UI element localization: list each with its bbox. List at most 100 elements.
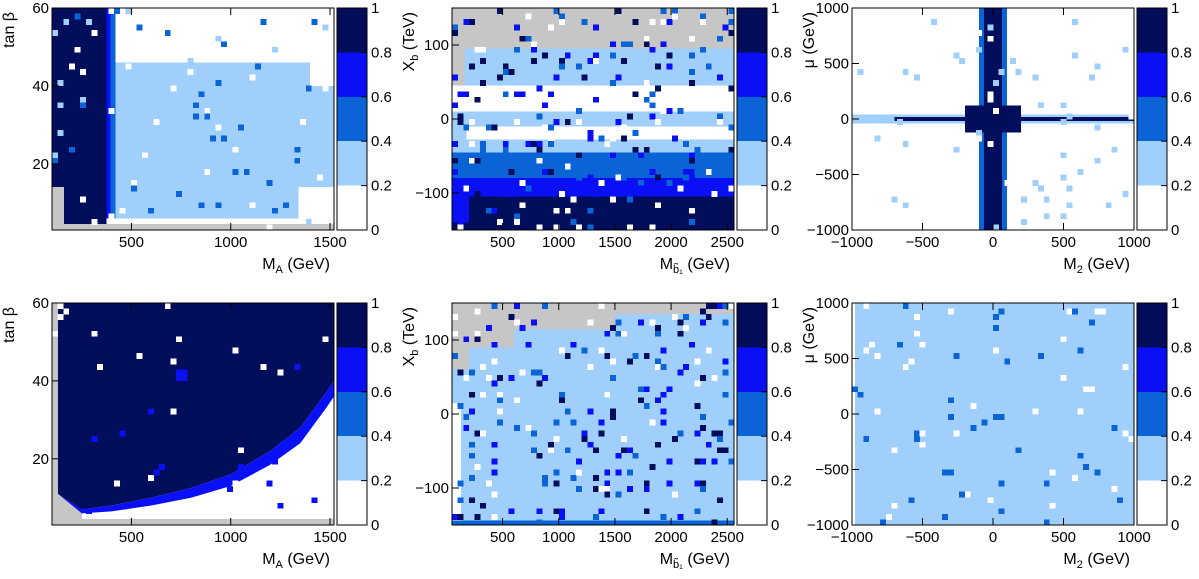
chart-top-left-x-tick-label: 500 [119, 234, 144, 251]
chart-top-right-x-tick-label: 1000 [1117, 234, 1150, 251]
chart-top-left-colorbar: 0 0.2 0.4 0.6 0.8 1 [336, 0, 392, 239]
chart-top-left-colorbar-bin-0 [337, 185, 367, 230]
chart-top-left-frame [51, 7, 335, 231]
chart-top-middle-x-tick-label: 500 [490, 234, 515, 251]
chart-top-left-colorbar-frame [336, 7, 368, 231]
chart-bottom-left-colorbar-bin-0 [337, 480, 367, 525]
chart-bottom-middle-x-label: Mb̃₁ (GeV) [660, 551, 730, 571]
chart-bottom-middle-y-tick-label: 0 [441, 406, 449, 423]
chart-bottom-middle-region-5 [452, 406, 461, 525]
chart-top-right-colorbar-frame [1136, 7, 1168, 231]
chart-bottom-right-y-tick-label: −1000 [807, 517, 849, 534]
chart-top-right-colorbar-tick-label: 0.8 [1171, 44, 1192, 61]
chart-bottom-right-bin-speckle [852, 303, 1134, 525]
chart-bottom-right-y-axis: −1000 −500 0 500 1000 [807, 295, 859, 534]
chart-top-left-colorbar-tick-label: 1 [371, 0, 379, 17]
chart-top-left-colorbar-tick-label: 0 [371, 222, 379, 239]
chart-bottom-right-y-tick-label: 0 [841, 406, 849, 423]
chart-top-right: −1000 −500 0 500 1000 −1000 −500 0 500 1000 M2 (Ge… [801, 0, 1192, 276]
chart-top-left-y-label: tan β [1, 12, 18, 48]
chart-bottom-left-x-label: MA (GeV) [262, 551, 330, 571]
chart-top-middle-x-tick-label: 2500 [711, 234, 744, 251]
chart-bottom-middle-region-2 [468, 347, 734, 370]
chart-top-middle-x-axis: 500 1000 1500 2000 2500 [490, 8, 744, 251]
chart-bottom-middle-colorbar-bin-2 [737, 391, 767, 437]
chart-top-right-colorbar-bin-0 [1137, 185, 1167, 230]
chart-bottom-right-colorbar-tick-label: 0.4 [1171, 428, 1192, 445]
chart-bottom-middle-colorbar-tick-label: 0 [771, 517, 779, 534]
chart-bottom-left-region-3 [52, 303, 58, 487]
chart-top-right-y-tick-label: 500 [824, 56, 849, 73]
chart-top-left-region-4 [63, 8, 107, 225]
chart-top-middle-plot-area [452, 8, 734, 230]
chart-bottom-right-x-tick-label: −500 [906, 529, 940, 546]
chart-bottom-right-colorbar-frame [1136, 302, 1168, 526]
chart-top-middle-bin-speckle [452, 8, 734, 230]
chart-bottom-right-x-tick-label: 500 [1051, 529, 1076, 546]
chart-bottom-right-colorbar-bin-3 [1137, 347, 1167, 392]
chart-bottom-left-colorbar-bin-1 [337, 436, 367, 481]
chart-top-middle-y-tick-label: −100 [415, 185, 449, 202]
chart-top-middle-y-axis: −100 0 100 [415, 37, 459, 202]
chart-top-right-x-tick-label: 500 [1051, 234, 1076, 251]
chart-top-left-y-tick-label: 40 [32, 78, 49, 95]
chart-top-middle-colorbar-bin-1 [737, 141, 767, 186]
chart-top-right-y-tick-label: −1000 [807, 222, 849, 239]
chart-top-middle-y-tick-label: 100 [424, 37, 449, 54]
chart-bottom-left-high-region [57, 303, 334, 510]
chart-top-right-colorbar-bin-4 [1137, 8, 1167, 53]
chart-top-left-region-2 [52, 224, 334, 230]
chart-top-right-bin-speckle [852, 19, 1134, 230]
chart-bottom-middle-colorbar-bin-4 [737, 303, 767, 348]
chart-bottom-left-x-axis: 500 1000 1500 [119, 303, 347, 546]
chart-top-left-region-1 [52, 187, 66, 230]
chart-bottom-right-colorbar-bin-1 [1137, 436, 1167, 481]
chart-bottom-right-x-tick-label: 1000 [1117, 529, 1150, 546]
chart-top-left-x-axis: 500 1000 1500 [119, 8, 347, 251]
chart-top-right-colorbar-bin-3 [1137, 52, 1167, 97]
chart-bottom-right-y-tick-label: 500 [824, 351, 849, 368]
chart-top-left-region-10 [298, 187, 334, 219]
chart-top-middle-colorbar-tick-label: 0.4 [771, 133, 792, 150]
chart-top-middle-y-tick-label: 0 [441, 111, 449, 128]
chart-top-right-colorbar-bin-1 [1137, 141, 1167, 186]
chart-top-right-x-tick-label: −500 [906, 234, 940, 251]
chart-bottom-left-colorbar-bin-4 [337, 303, 367, 348]
chart-top-right-y-tick-label: 1000 [816, 0, 849, 17]
chart-bottom-middle-bin-speckle [452, 303, 734, 525]
chart-top-right-colorbar-bin-2 [1137, 96, 1167, 142]
chart-bottom-right-colorbar-tick-label: 1 [1171, 295, 1179, 312]
chart-bottom-middle-x-tick-label: 2500 [711, 529, 744, 546]
chart-bottom-left-y-axis: 20 40 60 [32, 295, 59, 468]
chart-bottom-middle-y-label: Xb (TeV) [401, 307, 421, 366]
chart-bottom-middle-y-tick-label: 100 [424, 332, 449, 349]
chart-top-left-colorbar-bin-1 [337, 141, 367, 186]
chart-bottom-right-x-axis: −1000 −500 0 500 1000 [831, 303, 1151, 546]
chart-top-right-plot-area [852, 8, 1134, 230]
chart-bottom-middle-colorbar-tick-label: 0.4 [771, 428, 792, 445]
chart-bottom-middle-colorbar-tick-label: 0.2 [771, 473, 792, 490]
chart-top-right-colorbar: 0 0.2 0.4 0.6 0.8 1 [1136, 0, 1192, 239]
chart-top-middle-colorbar-tick-label: 0.2 [771, 178, 792, 195]
chart-top-middle-colorbar: 0 0.2 0.4 0.6 0.8 1 [736, 0, 792, 239]
chart-bottom-right-plot-area [852, 303, 1134, 525]
chart-bottom-left-colorbar-tick-label: 0.8 [371, 339, 392, 356]
chart-bottom-middle-colorbar-tick-label: 0.8 [771, 339, 792, 356]
chart-bottom-right: −1000 −500 0 500 1000 −1000 −500 0 500 1000 M2 (Ge… [801, 295, 1192, 571]
chart-top-left-plot-area [52, 8, 334, 230]
chart-top-middle-colorbar-tick-label: 0 [771, 222, 779, 239]
chart-bottom-middle-colorbar: 0 0.2 0.4 0.6 0.8 1 [736, 295, 792, 534]
chart-top-right-y-axis: −1000 −500 0 500 1000 [807, 0, 859, 239]
chart-bottom-left-colorbar-bin-3 [337, 347, 367, 392]
chart-top-left-x-tick-label: 1500 [313, 234, 346, 251]
chart-bottom-left-colorbar-tick-label: 0.6 [371, 384, 392, 401]
chart-bottom-right-colorbar-bin-4 [1137, 303, 1167, 348]
chart-bottom-left-y-tick-label: 20 [32, 451, 49, 468]
chart-top-left-x-label: MA (GeV) [262, 256, 330, 276]
chart-top-right-y-tick-label: 0 [841, 111, 849, 128]
chart-bottom-left-colorbar-tick-label: 0.2 [371, 473, 392, 490]
chart-bottom-middle-colorbar-frame [736, 302, 768, 526]
chart-bottom-right-colorbar-bin-2 [1137, 391, 1167, 437]
chart-bottom-left-plot-area [52, 303, 334, 525]
